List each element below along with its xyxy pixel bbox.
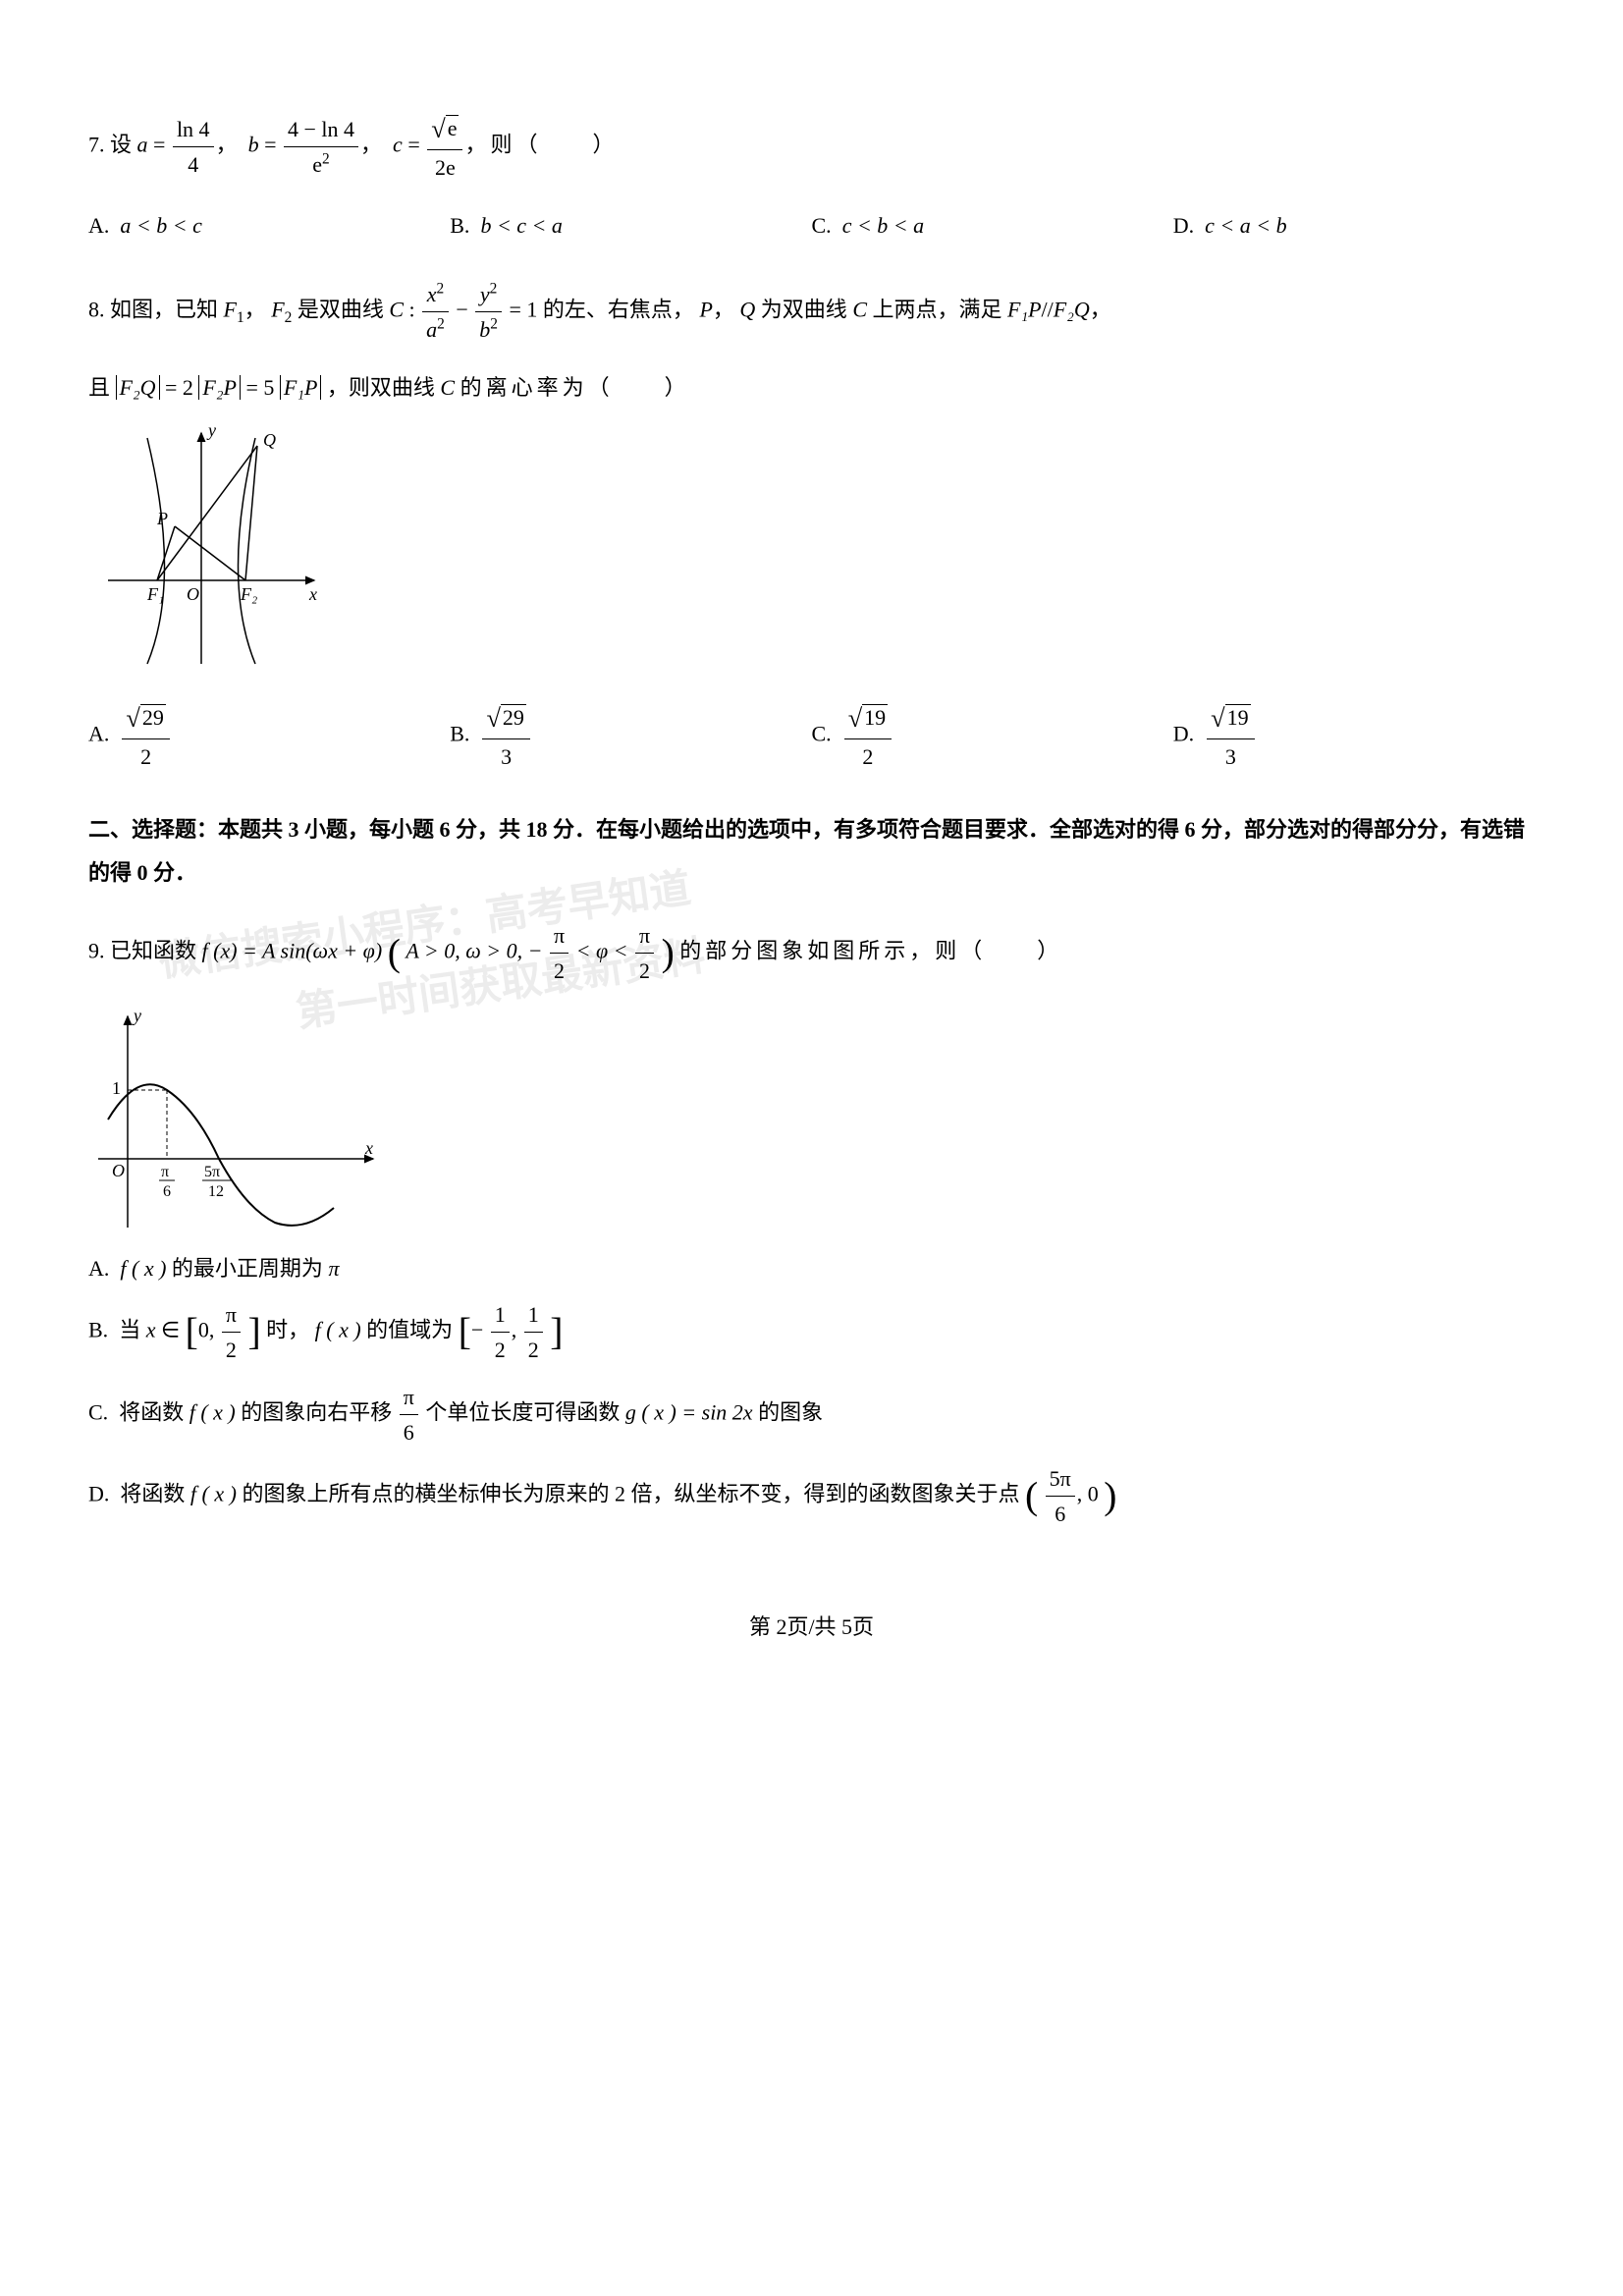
q8-opt-d: D. √193 <box>1173 693 1535 778</box>
q8-opt-a: A. √292 <box>88 693 450 778</box>
q9-opt-d: D. 将函数 f ( x ) 的图象上所有点的横坐标伸长为原来的 2 倍，纵坐标… <box>88 1461 1535 1531</box>
q9-opt-b: B. 当 x ∈ [0, π2 ] 时， f ( x ) 的值域为 [− 12,… <box>88 1297 1535 1367</box>
q8-opt-c: C. √192 <box>812 693 1173 778</box>
q7-opt-c: C. c < b < a <box>812 204 1173 246</box>
q9-label-O: O <box>112 1161 125 1180</box>
q8-label-Q: Q <box>263 430 276 450</box>
q8-para1: F₁P <box>1007 297 1042 321</box>
q8-frac2: y2 b2 <box>475 277 502 347</box>
q8-number: 8. <box>88 297 105 321</box>
q7-a-frac: ln 4 4 <box>173 112 214 182</box>
q7-a-var: a <box>137 132 148 156</box>
q8-options: A. √292 B. √293 C. √192 D. √193 <box>88 693 1535 778</box>
q8-stem-line1: 8. 如图，已知 F1， F2 是双曲线 C : x2 a2 − y2 b2 =… <box>88 277 1535 347</box>
page-footer: 第 2页/共 5页 <box>88 1610 1535 1644</box>
q7-opt-a: A. a < b < c <box>88 204 450 246</box>
q8-label-F1: F₁ <box>146 584 164 604</box>
q9-opt-a: A. f ( x ) 的最小正周期为 π <box>88 1251 1535 1285</box>
q8-label-O: O <box>187 584 199 604</box>
q8-label-y: y <box>206 420 216 440</box>
q8-stem-line2: 且 F₂Q = 2 F₂P = 5 F₁P ，则双曲线 C 的离心率为（ ） <box>88 370 1535 405</box>
q7-opt-d: D. c < a < b <box>1173 204 1535 246</box>
svg-text:5π: 5π <box>204 1164 220 1180</box>
q7-b-var: b <box>248 132 259 156</box>
q9-fx: f (x) = A sin(ωx + φ) <box>202 938 383 962</box>
q8-label-x: x <box>308 584 317 604</box>
q7-stem: 7. 设 a = ln 4 4 ， b = 4 − ln 4 e2 ， c = … <box>88 108 1535 185</box>
q9-diagram: y x O 1 π 6 5π 12 <box>88 1002 1535 1237</box>
q7-suffix: ，则（ ） <box>464 132 618 156</box>
q9-opt-c: C. 将函数 f ( x ) 的图象向右平移 π6 个单位长度可得函数 g ( … <box>88 1380 1535 1449</box>
q8-para2: F₂Q <box>1054 297 1090 321</box>
q7-b-frac: 4 − ln 4 e2 <box>284 112 358 182</box>
q9-svg: y x O 1 π 6 5π 12 <box>88 1002 383 1237</box>
q8-abs2: F₂P <box>198 375 241 400</box>
q7-opt-b: B. b < c < a <box>450 204 811 246</box>
q9-label-y: y <box>132 1006 141 1025</box>
svg-text:π: π <box>161 1164 169 1180</box>
question-8: 8. 如图，已知 F1， F2 是双曲线 C : x2 a2 − y2 b2 =… <box>88 277 1535 779</box>
q8-svg: y x O F₁ F₂ P Q <box>88 418 324 674</box>
question-7: 7. 设 a = ln 4 4 ， b = 4 − ln 4 e2 ， c = … <box>88 108 1535 247</box>
q8-label-F2: F₂ <box>240 584 257 604</box>
svg-text:12: 12 <box>208 1183 224 1200</box>
q8-diagram: y x O F₁ F₂ P Q <box>88 418 1535 674</box>
q8-opt-b: B. √293 <box>450 693 811 778</box>
svg-text:6: 6 <box>163 1183 171 1200</box>
q7-prefix: 设 <box>110 132 132 156</box>
q8-abs1: F₂Q <box>116 375 160 400</box>
q7-c-frac: √e 2e <box>427 108 462 185</box>
q9-label-x: x <box>364 1138 373 1158</box>
q7-c-var: c <box>393 132 403 156</box>
section-2-header: 二、选择题：本题共 3 小题，每小题 6 分，共 18 分．在每小题给出的选项中… <box>88 808 1535 895</box>
q9-number: 9. <box>88 938 105 962</box>
q9-stem: 9. 已知函数 f (x) = A sin(ωx + φ) ( A > 0, ω… <box>88 918 1535 988</box>
q8-frac1: x2 a2 <box>422 277 449 347</box>
q7-number: 7. <box>88 132 105 156</box>
q8-label-P: P <box>156 509 168 528</box>
q7-options: A. a < b < c B. b < c < a C. c < b < a D… <box>88 204 1535 246</box>
q9-options: A. f ( x ) 的最小正周期为 π B. 当 x ∈ [0, π2 ] 时… <box>88 1251 1535 1531</box>
q9-label-one: 1 <box>112 1078 121 1098</box>
question-9: 9. 已知函数 f (x) = A sin(ωx + φ) ( A > 0, ω… <box>88 918 1535 1532</box>
q8-abs3: F₁P <box>280 375 322 400</box>
